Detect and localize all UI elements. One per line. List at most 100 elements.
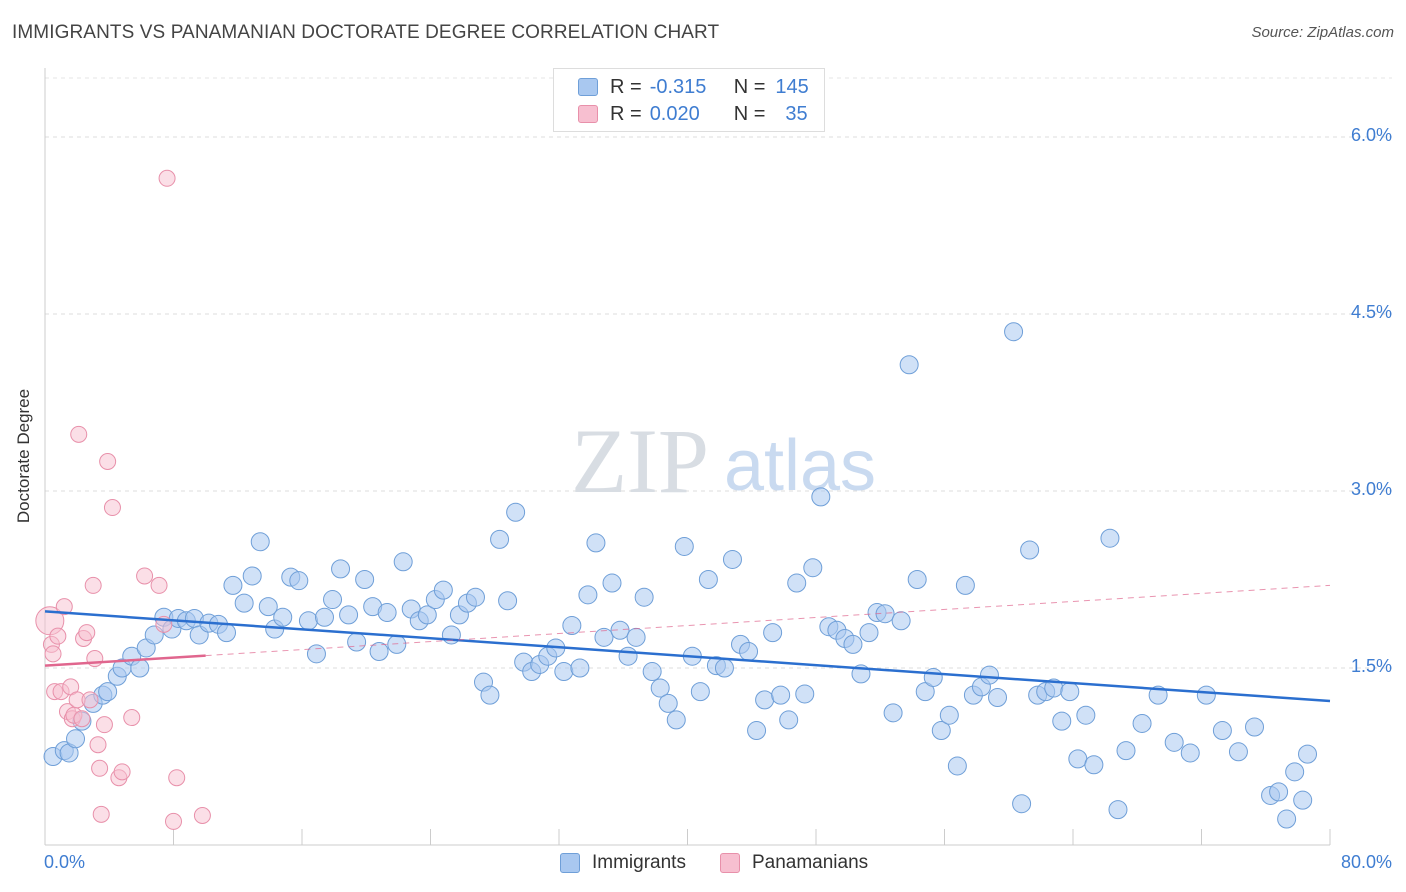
legend-r-label: R = — [610, 75, 642, 98]
legend-r-value: -0.315 — [649, 75, 707, 98]
legend-n-value: 145 — [775, 75, 809, 98]
immigrants-point — [1116, 741, 1136, 761]
panamanians-point — [89, 736, 107, 754]
immigrants-point — [393, 552, 413, 572]
panamanians-point — [99, 453, 117, 470]
immigrants-point — [923, 667, 943, 687]
immigrants-point — [1108, 800, 1128, 820]
immigrants-point — [763, 623, 783, 643]
panamanians-point — [86, 650, 104, 668]
immigrants-point — [899, 355, 919, 375]
immigrants-label: Immigrants — [592, 852, 686, 873]
immigrants-point — [666, 710, 686, 730]
immigrants-point — [787, 573, 807, 593]
immigrants-point — [323, 590, 343, 610]
immigrants-point — [811, 487, 831, 507]
immigrants-point — [947, 756, 967, 776]
panamanians-trend-line — [44, 654, 206, 667]
panamanians-point — [92, 805, 110, 823]
immigrants-point — [1148, 685, 1168, 705]
panamanians-point — [55, 598, 73, 616]
immigrants-point — [306, 644, 326, 664]
panamanians-point — [123, 709, 141, 727]
immigrants-point — [915, 682, 935, 702]
watermark-atlas: atlas — [724, 426, 876, 506]
immigrants-point — [355, 570, 375, 589]
immigrants-point — [1196, 685, 1216, 705]
immigrants-point — [988, 688, 1008, 707]
immigrants-point — [931, 721, 951, 741]
immigrants-point — [1052, 711, 1072, 731]
immigrants-point — [1285, 762, 1305, 782]
immigrants-point — [602, 573, 622, 593]
panamanians-point — [158, 169, 176, 187]
immigrants-point — [490, 529, 510, 549]
panamanians-point — [103, 499, 121, 517]
immigrants-point — [465, 587, 485, 607]
immigrants-point — [1269, 782, 1289, 802]
immigrants-point — [979, 665, 999, 685]
legend-row-immigrants: R = -0.315 N = 145 — [578, 75, 809, 99]
panamanians-point — [49, 627, 67, 645]
panamanians-point — [193, 807, 211, 824]
immigrants-point — [1004, 322, 1024, 342]
correlation-legend: R = -0.315 N = 145 R = 0.020 N = 35 — [553, 68, 825, 132]
immigrants-point — [1020, 540, 1040, 560]
immigrants-point — [1164, 732, 1184, 752]
immigrants-point — [498, 591, 518, 611]
chart-title: IMMIGRANTS VS PANAMANIAN DOCTORATE DEGRE… — [12, 22, 720, 43]
y-tick-label: 3.0% — [1350, 479, 1392, 499]
x-tick-label-min: 0.0% — [44, 852, 86, 872]
immigrants-point — [98, 682, 118, 702]
immigrants-point — [387, 634, 407, 654]
legend-r-label: R = — [610, 102, 642, 125]
immigrants-point — [130, 658, 150, 678]
immigrants-point — [722, 549, 742, 569]
immigrants-point — [369, 641, 389, 661]
immigrants-point — [690, 682, 710, 702]
legend-item-immigrants: Immigrants — [560, 852, 686, 874]
immigrants-point — [347, 632, 367, 652]
immigrants-point — [1100, 528, 1120, 548]
immigrants-trend-line — [44, 610, 1331, 703]
immigrants-point — [650, 678, 670, 698]
legend-r-value: 0.020 — [649, 102, 700, 125]
immigrants-point — [1298, 744, 1318, 764]
immigrants-point — [674, 536, 694, 556]
immigrants-point — [1060, 682, 1080, 702]
immigrants-point — [907, 570, 927, 589]
immigrants-point — [506, 502, 526, 522]
immigrants-point — [618, 646, 638, 666]
immigrants-point — [779, 710, 799, 730]
panamanians-point — [84, 576, 102, 594]
panamanians-point — [136, 567, 154, 585]
y-tick-label: 1.5% — [1350, 656, 1392, 676]
immigrants-point — [1228, 742, 1248, 762]
immigrants-point — [554, 662, 574, 682]
panamanians-point — [81, 691, 99, 709]
panamanians-point — [113, 763, 131, 781]
immigrants-point — [1068, 749, 1088, 769]
panamanians-point — [165, 812, 182, 830]
legend-item-panamanians: Panamanians — [719, 852, 869, 874]
immigrants-point — [289, 571, 309, 591]
panamanians-trend-extension — [205, 584, 1331, 657]
immigrants-point — [594, 627, 614, 647]
immigrants-point — [562, 616, 582, 636]
y-axis-label: Doctorate Degree — [14, 388, 33, 524]
panamanians-points — [35, 169, 211, 830]
immigrants-point — [377, 603, 397, 623]
immigrants-point — [66, 729, 86, 749]
immigrants-point — [891, 611, 911, 631]
immigrants-point — [747, 721, 767, 741]
panamanians-point — [168, 769, 186, 787]
immigrants-point — [939, 705, 959, 725]
immigrants-point — [480, 685, 500, 705]
immigrants-point — [417, 605, 437, 625]
legend-swatch-pink — [578, 105, 598, 123]
legend-swatch-blue — [578, 78, 598, 96]
y-tick-label: 4.5% — [1350, 302, 1392, 322]
panamanians-label: Panamanians — [751, 852, 869, 873]
immigrants-point — [755, 690, 775, 710]
